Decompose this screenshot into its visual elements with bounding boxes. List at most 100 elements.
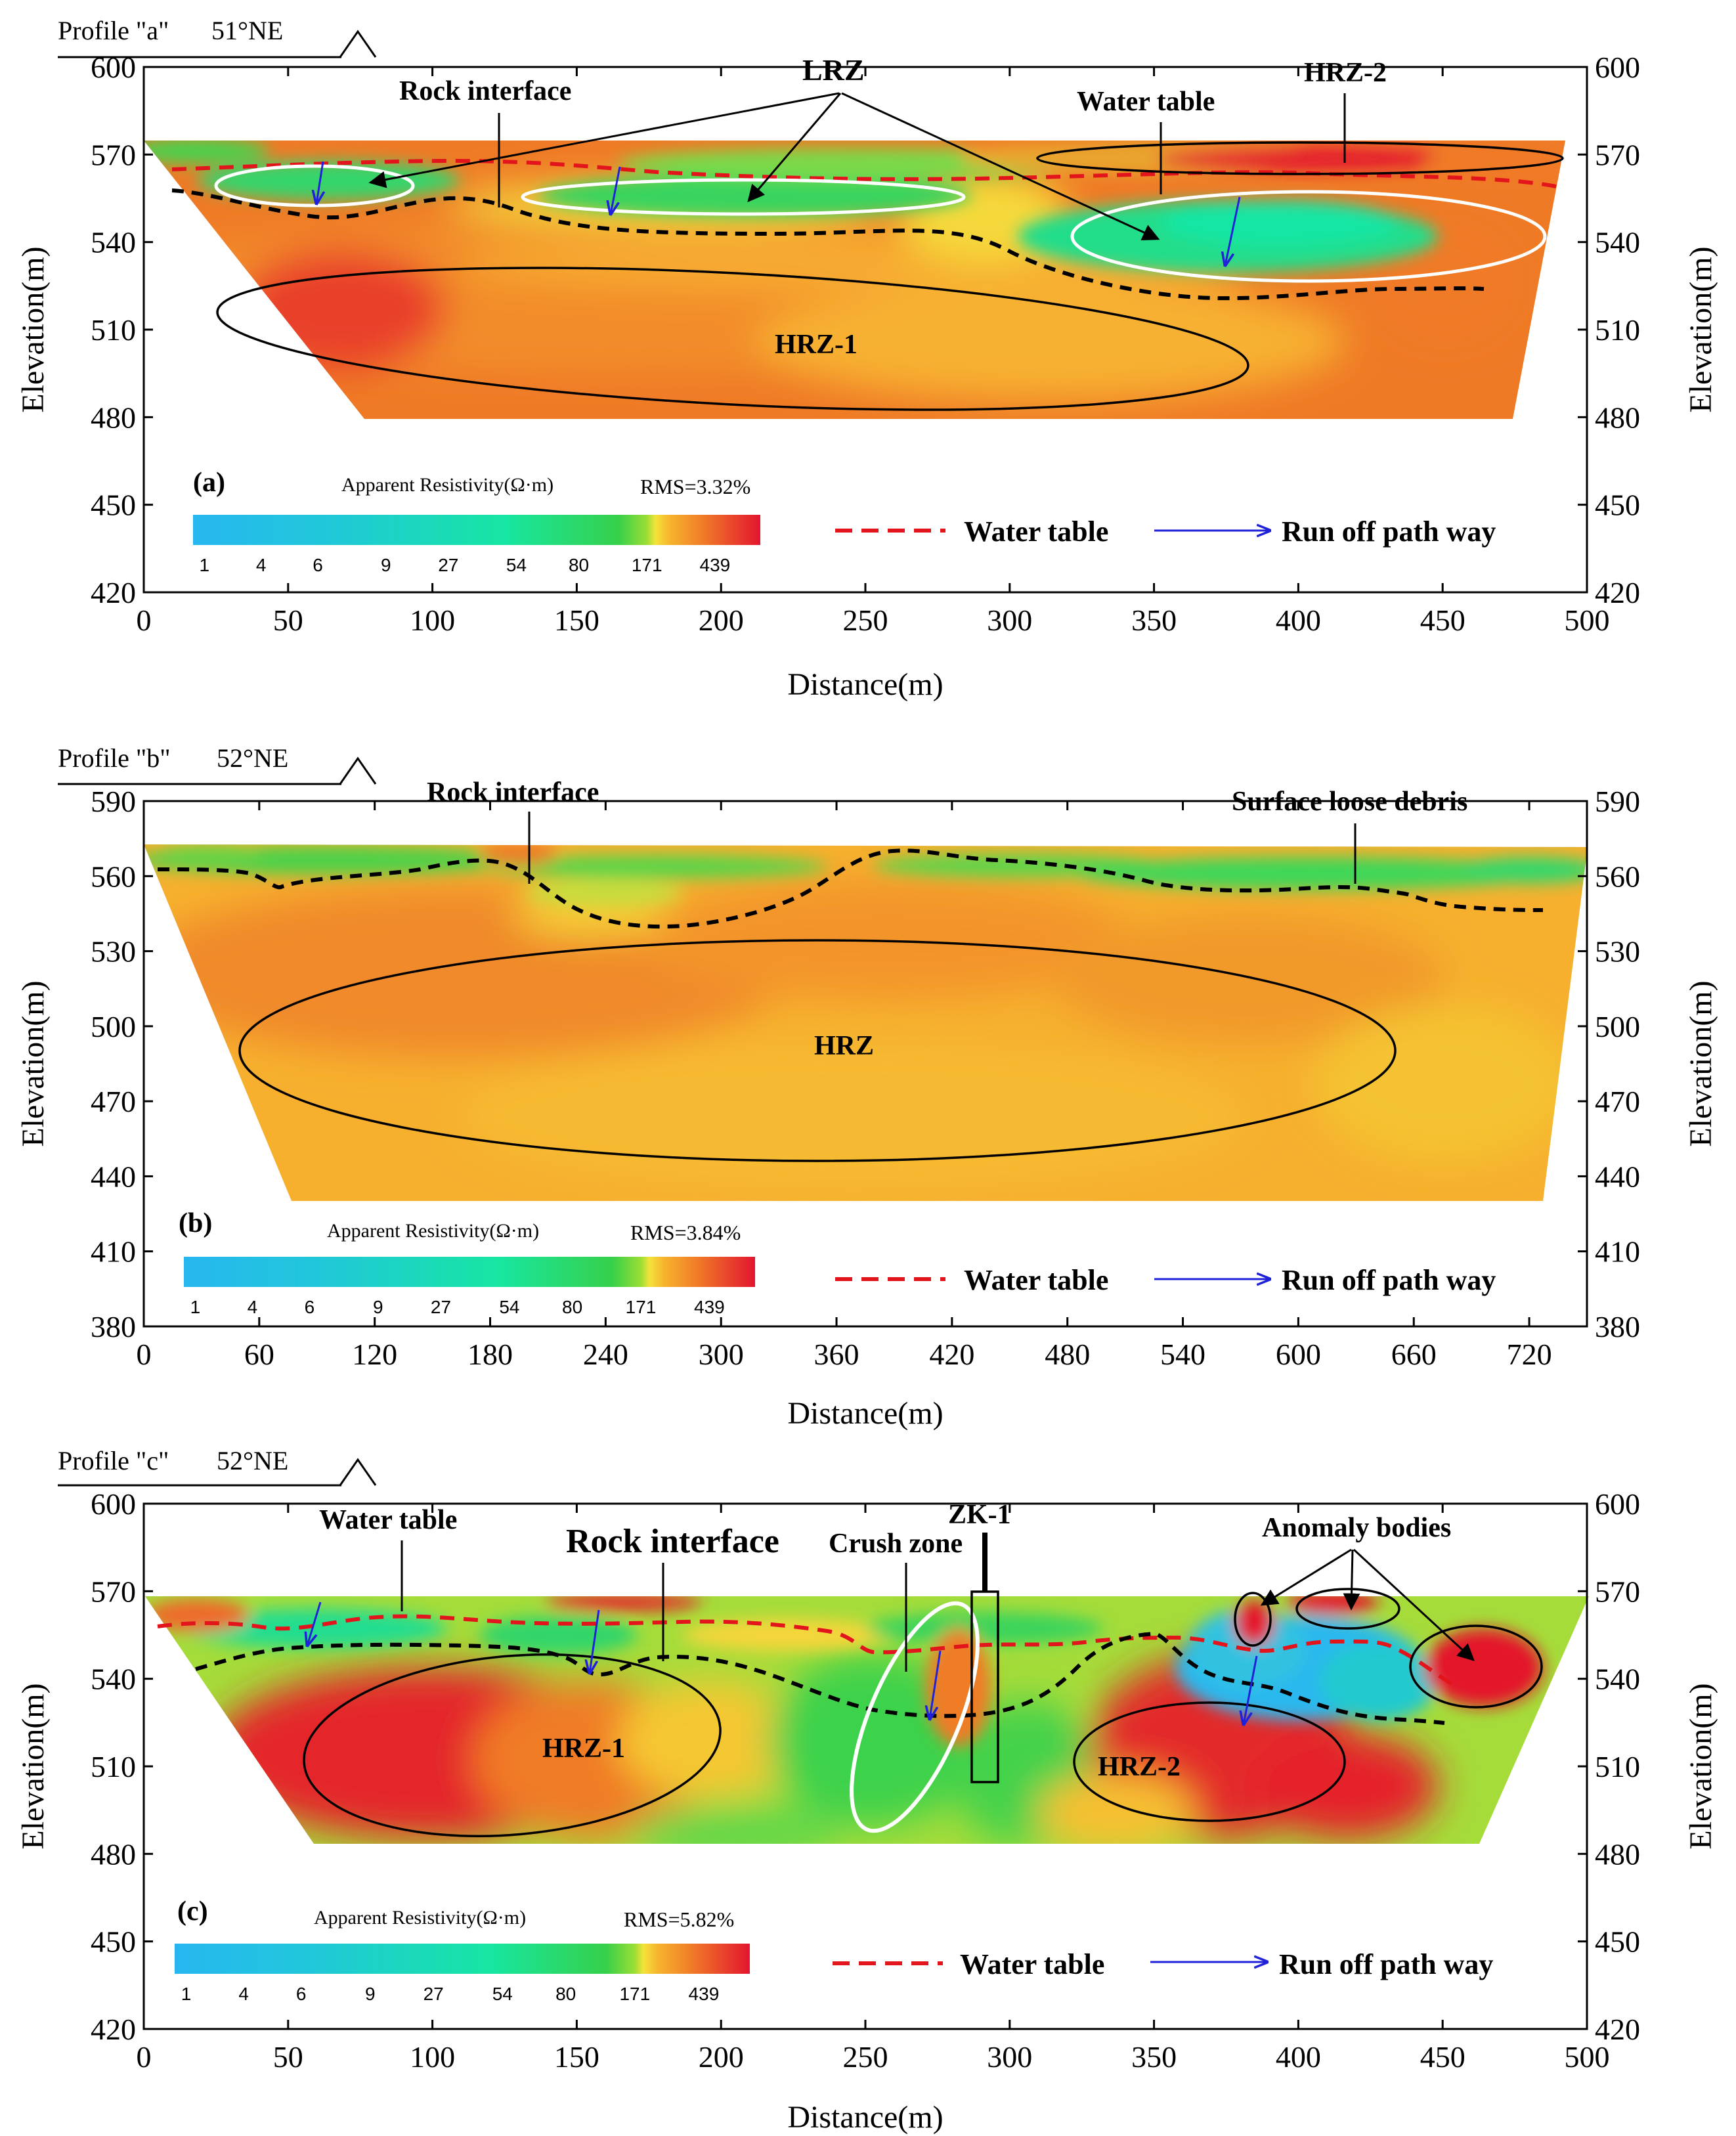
colorbar-tick-label: 171 bbox=[626, 1297, 657, 1317]
colorbar-tick-label: 54 bbox=[506, 555, 527, 575]
colorbar-tick-label: 80 bbox=[555, 1984, 576, 2004]
y-tick-label: 510 bbox=[91, 1750, 136, 1783]
x-tick-label: 500 bbox=[1565, 603, 1610, 637]
panel-a-xlabel: Distance(m) bbox=[787, 667, 943, 702]
y-tick-label-right: 600 bbox=[1595, 1487, 1640, 1521]
colorbar-tick-label: 171 bbox=[632, 555, 662, 575]
panel-a-colorbar-ticks: 1 4 6 9 27 54 80 171 439 bbox=[199, 555, 730, 575]
panel-c-ylabel-right: Elevation(m) bbox=[1683, 1683, 1718, 1849]
y-tick-label-right: 420 bbox=[1595, 2013, 1640, 2046]
panel-a: Profile "a" 51°NE bbox=[16, 16, 1718, 702]
panel-a-legend-runoff-label: Run off path way bbox=[1282, 515, 1496, 548]
panel-a-colorbar-title: Apparent Resistivity(Ω·m) bbox=[341, 474, 553, 496]
y-tick-label-right: 480 bbox=[1595, 401, 1640, 434]
panel-c-rms: RMS=5.82% bbox=[624, 1907, 734, 1931]
panel-c-water-table-line bbox=[157, 1614, 1459, 1689]
panel-c-xlabel: Distance(m) bbox=[787, 2100, 943, 2135]
y-tick-label: 420 bbox=[91, 576, 136, 609]
y-tick-label: 540 bbox=[91, 1663, 136, 1696]
panel-b: Profile "b" 52°NE bbox=[16, 743, 1718, 1431]
colorbar-tick-label: 9 bbox=[381, 555, 391, 575]
colorbar-tick-label: 6 bbox=[296, 1984, 307, 2004]
panel-c-label-hrz1: HRZ-1 bbox=[542, 1733, 625, 1764]
panel-b-legend-runoff-label: Run off path way bbox=[1282, 1264, 1496, 1296]
x-tick-label: 400 bbox=[1276, 603, 1321, 637]
panel-b-ylabel-left: Elevation(m) bbox=[16, 980, 51, 1146]
panel-b-colorbar bbox=[184, 1257, 755, 1287]
panel-c-hrz1-ellipse bbox=[303, 1653, 722, 1838]
panel-a-hrz2-ellipse bbox=[1036, 141, 1564, 175]
panel-c-colorbar bbox=[175, 1944, 750, 1974]
x-tick-label: 150 bbox=[554, 2040, 599, 2074]
colorbar-tick-label: 439 bbox=[689, 1984, 720, 2004]
x-tick-label: 180 bbox=[467, 1338, 513, 1371]
y-tick-label: 510 bbox=[91, 313, 136, 347]
panel-b-label-hrz: HRZ bbox=[814, 1031, 874, 1061]
panel-b-ylabel-right: Elevation(m) bbox=[1683, 980, 1718, 1146]
y-tick-label: 420 bbox=[91, 2013, 136, 2046]
panel-a-leader-lrz-3 bbox=[841, 92, 1160, 241]
x-tick-label: 420 bbox=[929, 1338, 974, 1371]
panel-c-colorbar-ticks: 1 4 6 9 27 54 80 171 439 bbox=[181, 1984, 720, 2004]
x-tick-label: 250 bbox=[843, 2040, 888, 2074]
x-tick-label: 60 bbox=[244, 1338, 274, 1371]
panel-a-lrz3-ellipse bbox=[1070, 190, 1547, 283]
panel-a-label-water-table: Water table bbox=[1077, 87, 1215, 117]
colorbar-tick-label: 6 bbox=[313, 555, 323, 575]
panel-b-label-rock-interface: Rock interface bbox=[427, 777, 599, 808]
y-tick-label: 600 bbox=[91, 51, 136, 84]
panel-b-hrz-ellipse bbox=[238, 939, 1397, 1162]
panel-b-xlabel: Distance(m) bbox=[787, 1396, 943, 1431]
panel-c-crush-zone-ellipse bbox=[850, 1601, 980, 1833]
colorbar-tick-label: 80 bbox=[569, 555, 589, 575]
x-tick-label: 720 bbox=[1507, 1338, 1552, 1371]
panel-c-label-zk1: ZK-1 bbox=[948, 1500, 1011, 1530]
colorbar-tick-label: 27 bbox=[431, 1297, 451, 1317]
panel-a-rock-interface-line bbox=[171, 188, 1485, 301]
y-tick-label-right: 540 bbox=[1595, 226, 1640, 259]
x-tick-label: 0 bbox=[137, 1338, 152, 1371]
colorbar-tick-label: 439 bbox=[694, 1297, 725, 1317]
x-tick-label: 450 bbox=[1420, 603, 1465, 637]
panel-a-label-hrz1: HRZ-1 bbox=[775, 330, 857, 360]
colorbar-tick-label: 27 bbox=[423, 1984, 444, 2004]
panel-c-legend-water-table-label: Water table bbox=[960, 1948, 1104, 1980]
panel-b-legend-water-table-label: Water table bbox=[964, 1264, 1108, 1296]
colorbar-tick-label: 54 bbox=[499, 1297, 519, 1317]
colorbar-tick-label: 9 bbox=[373, 1297, 383, 1317]
colorbar-tick-label: 1 bbox=[199, 555, 209, 575]
y-tick-label-right: 540 bbox=[1595, 1663, 1640, 1696]
y-tick-label-right: 410 bbox=[1595, 1235, 1640, 1269]
panel-c-ylabel-left: Elevation(m) bbox=[16, 1683, 51, 1849]
panel-a-ylabel-left: Elevation(m) bbox=[16, 246, 51, 412]
x-tick-label: 350 bbox=[1131, 2040, 1177, 2074]
panel-c-orientation: 52°NE bbox=[217, 1446, 288, 1475]
panel-c-rock-interface-line bbox=[195, 1631, 1445, 1725]
panel-c-label-water-table: Water table bbox=[319, 1505, 457, 1535]
panel-a-label-lrz: LRZ bbox=[802, 53, 865, 87]
x-tick-label: 300 bbox=[987, 2040, 1032, 2074]
x-tick-label: 200 bbox=[699, 603, 744, 637]
y-tick-label: 540 bbox=[91, 226, 136, 259]
x-tick-label: 200 bbox=[699, 2040, 744, 2074]
panel-b-panel-label: (b) bbox=[179, 1208, 212, 1238]
panel-c-legend-runoff-label: Run off path way bbox=[1279, 1948, 1493, 1980]
panel-b-resistivity-section bbox=[144, 844, 1588, 1201]
y-tick-label: 530 bbox=[91, 935, 136, 969]
y-tick-label-right: 510 bbox=[1595, 313, 1640, 347]
panel-c-anomaly-ellipse-2 bbox=[1295, 1588, 1400, 1630]
y-tick-label-right: 560 bbox=[1595, 860, 1640, 893]
x-tick-label: 50 bbox=[273, 603, 303, 637]
panel-a-legend-water-table-label: Water table bbox=[964, 515, 1108, 548]
colorbar-tick-label: 54 bbox=[492, 1984, 513, 2004]
y-tick-label: 570 bbox=[91, 1575, 136, 1608]
panel-b-orientation: 52°NE bbox=[217, 743, 288, 773]
panel-c-label-crush-zone: Crush zone bbox=[829, 1529, 963, 1559]
panel-a-ylabel-right: Elevation(m) bbox=[1683, 246, 1718, 412]
panel-b-north-triangle-icon bbox=[339, 756, 377, 785]
panel-c-colorbar-title: Apparent Resistivity(Ω·m) bbox=[314, 1907, 526, 1929]
panel-a-runoff-arrow bbox=[1225, 196, 1241, 265]
y-tick-label-right: 380 bbox=[1595, 1310, 1640, 1343]
